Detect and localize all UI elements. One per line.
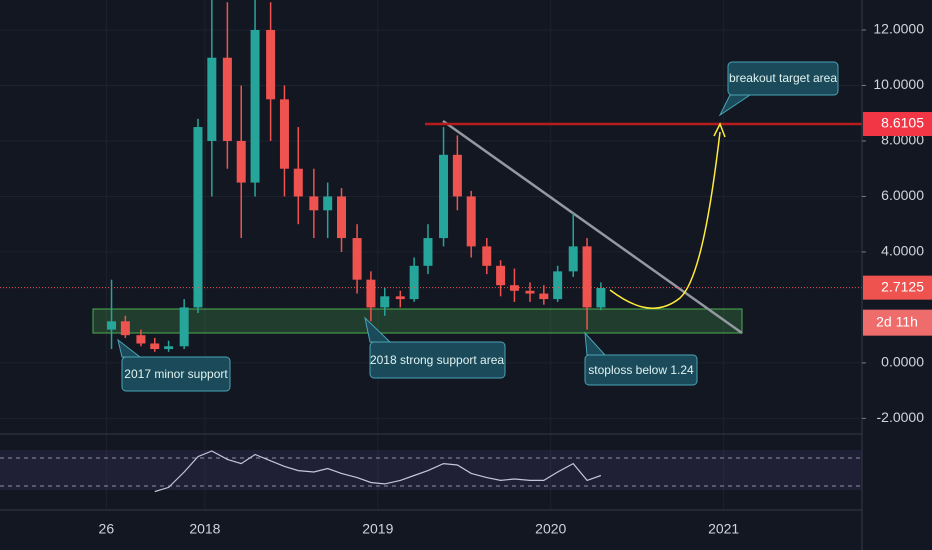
candle-body — [179, 307, 189, 347]
callout-text: breakout target area — [729, 71, 837, 85]
candle-body — [266, 29, 276, 100]
y-tick-label: 0.0000 — [881, 354, 924, 370]
candle-body — [293, 168, 303, 197]
x-tick-label: 2019 — [362, 521, 393, 537]
price-label-box — [863, 275, 932, 300]
y-tick-label: -2.0000 — [877, 409, 925, 425]
candle-body — [525, 290, 535, 294]
y-tick-label: 10.0000 — [873, 76, 924, 92]
callout: stoploss below 1.24 — [584, 331, 698, 386]
candle-body — [337, 196, 347, 239]
candle-body — [236, 140, 246, 183]
price-label: 2.7125 — [881, 278, 924, 294]
candle-body — [409, 265, 419, 300]
callout: 2017 minor support — [117, 338, 231, 392]
rsi-line — [154, 450, 602, 493]
candle-body — [136, 335, 146, 344]
candle-body — [482, 246, 492, 266]
candle-body — [496, 265, 506, 286]
candle-body — [582, 246, 592, 308]
x-tick-label: 2018 — [189, 521, 220, 537]
candle-body — [352, 238, 362, 280]
candle-body — [309, 196, 319, 211]
candle-body — [452, 154, 462, 197]
y-tick-label: 6.0000 — [881, 187, 924, 203]
candle-body — [366, 279, 376, 308]
candle-body — [395, 296, 405, 300]
candle-body — [323, 196, 333, 211]
y-tick-label: 4.0000 — [881, 243, 924, 259]
candle-body — [164, 346, 174, 350]
candle-body — [222, 57, 232, 141]
countdown-box — [863, 309, 932, 336]
support-zone — [92, 308, 743, 334]
candle-body — [439, 154, 449, 239]
candle-body — [553, 271, 563, 300]
target-label: 8.6105 — [881, 115, 924, 131]
x-tick-label: 26 — [99, 521, 115, 537]
callout-text: stoploss below 1.24 — [588, 363, 694, 377]
x-tick-label: 2021 — [708, 521, 739, 537]
callout: 2018 strong support area — [364, 316, 506, 379]
candle-body — [193, 127, 203, 308]
candle-body — [107, 321, 117, 330]
x-tick-label: 2020 — [535, 521, 566, 537]
overlay — [0, 122, 862, 493]
candle-body — [150, 343, 160, 350]
callout-text: 2018 strong support area — [370, 353, 504, 367]
candle-body — [466, 196, 476, 247]
candle-body — [568, 246, 578, 272]
candle-body — [279, 99, 289, 169]
candle-body — [509, 285, 519, 291]
rsi-band — [0, 450, 862, 490]
candle-body — [250, 29, 260, 183]
candles — [107, 0, 606, 352]
candle-body — [423, 238, 433, 266]
projection-arrow — [713, 122, 726, 138]
countdown-label: 2d 11h — [876, 313, 918, 329]
projection-curve — [609, 131, 721, 309]
candle-body — [596, 288, 606, 308]
callout: breakout target area — [718, 61, 839, 117]
callout-text: 2017 minor support — [124, 367, 228, 381]
candle-body — [380, 296, 390, 308]
axes: 12.000010.00008.00006.00004.00000.0000-2… — [99, 21, 932, 537]
candle-body — [539, 293, 549, 300]
target-label-box — [863, 112, 932, 137]
trend-line — [442, 119, 743, 335]
candle-body — [207, 57, 217, 141]
candle-body — [120, 321, 130, 336]
y-tick-label: 12.0000 — [873, 21, 924, 37]
